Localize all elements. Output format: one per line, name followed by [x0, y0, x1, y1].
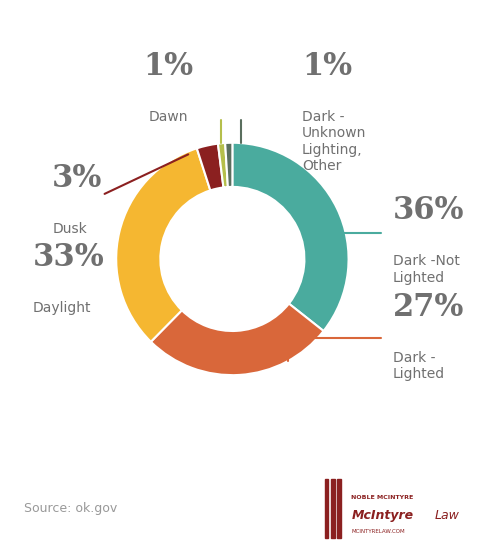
Text: Dawn: Dawn	[149, 110, 188, 124]
Text: Dusk: Dusk	[52, 222, 87, 236]
Wedge shape	[232, 143, 348, 331]
Bar	[331, 479, 335, 537]
Wedge shape	[116, 148, 210, 342]
Text: 1%: 1%	[143, 51, 194, 82]
Text: Law: Law	[434, 509, 459, 522]
Wedge shape	[225, 143, 232, 187]
Text: Dark -
Lighted: Dark - Lighted	[393, 351, 445, 381]
Text: 27%: 27%	[393, 292, 464, 323]
Text: Daylight: Daylight	[33, 301, 91, 315]
Text: Source: ok.gov: Source: ok.gov	[24, 502, 118, 514]
Wedge shape	[218, 143, 228, 187]
Text: Dark -
Unknown
Lighting,
Other: Dark - Unknown Lighting, Other	[302, 110, 366, 173]
Text: 33%: 33%	[33, 242, 104, 273]
Text: 36%: 36%	[393, 196, 464, 226]
Text: NOBLE MCINTYRE: NOBLE MCINTYRE	[351, 495, 414, 500]
Bar	[337, 479, 341, 537]
Bar	[325, 479, 328, 537]
Text: 1%: 1%	[302, 51, 352, 82]
Text: 3%: 3%	[52, 163, 102, 194]
Text: McIntyre: McIntyre	[351, 509, 413, 522]
Text: Dark -Not
Lighted: Dark -Not Lighted	[393, 255, 460, 284]
Text: MCINTYRELAW.COM: MCINTYRELAW.COM	[351, 529, 405, 534]
Wedge shape	[151, 304, 324, 375]
Wedge shape	[197, 144, 224, 190]
